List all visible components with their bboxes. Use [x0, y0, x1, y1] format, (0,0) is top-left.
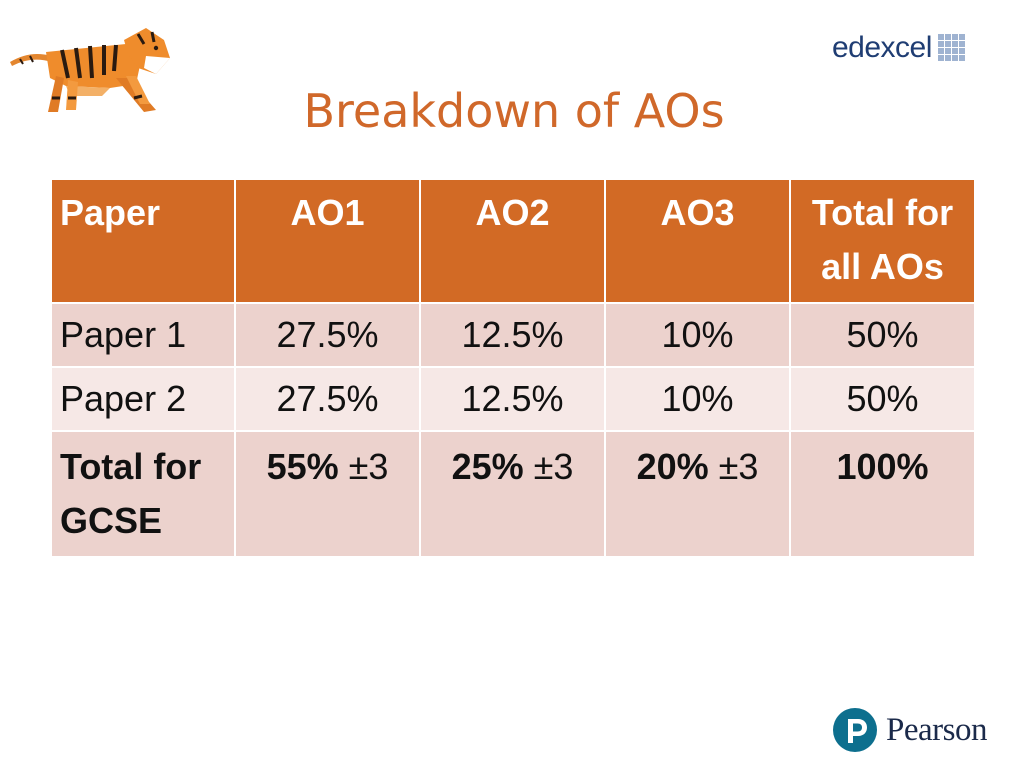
cell-total-all: 100% [789, 430, 976, 558]
table-header-row: Paper AO1 AO2 AO3 Total for all AOs [50, 178, 976, 304]
cell-total: 50% [789, 302, 976, 368]
header-total: Total for all AOs [789, 178, 976, 304]
cell-ao1: 27.5% [234, 302, 421, 368]
header-ao3: AO3 [604, 178, 791, 304]
ao-breakdown-table: Paper AO1 AO2 AO3 Total for all AOs Pape… [50, 178, 976, 558]
cell-paper: Paper 1 [50, 302, 236, 368]
cell-total: 50% [789, 366, 976, 432]
cell-ao3: 10% [604, 302, 791, 368]
header-ao2: AO2 [419, 178, 606, 304]
total-ao1-tolerance: ±3 [348, 446, 389, 487]
pearson-wordmark: Pearson [886, 711, 987, 748]
cell-total-ao1: 55% ±3 [234, 430, 421, 558]
total-ao3-value: 20% [636, 446, 709, 487]
pearson-p-icon [833, 708, 877, 752]
cell-ao2: 12.5% [419, 302, 606, 368]
slide-title-text: Breakdown of AOs [303, 84, 725, 138]
grid-squares-icon [937, 34, 965, 61]
cell-ao2: 12.5% [419, 366, 606, 432]
cell-ao3: 10% [604, 366, 791, 432]
total-ao1-value: 55% [266, 446, 339, 487]
table-row: Paper 1 27.5% 12.5% 10% 50% [50, 302, 976, 368]
pearson-logo: Pearson [832, 706, 987, 754]
total-ao2-tolerance: ±3 [533, 446, 574, 487]
cell-paper: Paper 2 [50, 366, 236, 432]
cell-ao1: 27.5% [234, 366, 421, 432]
edexcel-logo: edexcel [832, 28, 966, 68]
table-total-row: Total for GCSE 55% ±3 25% ±3 20% ±3 100% [50, 430, 976, 558]
header-ao1: AO1 [234, 178, 421, 304]
header-paper: Paper [50, 178, 236, 304]
edexcel-wordmark: edexcel [832, 31, 932, 64]
cell-total-label: Total for GCSE [50, 430, 236, 558]
cell-total-ao2: 25% ±3 [419, 430, 606, 558]
total-ao3-tolerance: ±3 [718, 446, 759, 487]
slide-title: Breakdown of AOs [0, 84, 1024, 138]
cell-total-ao3: 20% ±3 [604, 430, 791, 558]
tiger-illustration [10, 28, 170, 112]
table-row: Paper 2 27.5% 12.5% 10% 50% [50, 366, 976, 432]
total-ao2-value: 25% [451, 446, 524, 487]
